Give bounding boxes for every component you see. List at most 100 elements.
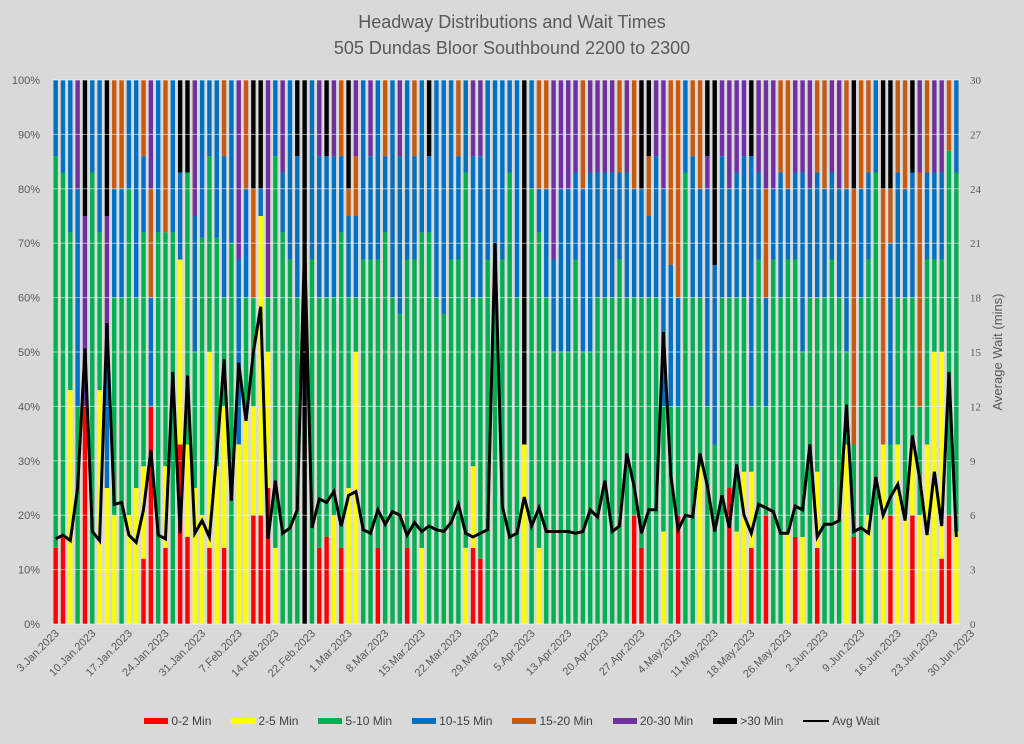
bar-segment-15-20-min (895, 80, 900, 173)
bar-segment-10-15-min (448, 80, 454, 260)
legend-swatch (144, 718, 169, 724)
bar-segment-5-10-min (507, 172, 512, 625)
bar-segment-10-15-min (68, 80, 73, 233)
bar-segment-5-10-min (185, 172, 190, 445)
bar-segment-5-10-min (339, 232, 344, 548)
bar-segment--30-min (426, 80, 432, 157)
bar-segment-10-15-min (749, 156, 754, 407)
bar-stack (617, 80, 622, 624)
bar-segment-2-5-min (932, 352, 937, 624)
bar-segment-15-20-min (690, 80, 695, 157)
bar-segment-5-10-min (749, 406, 754, 472)
bar-segment-5-10-min (463, 172, 468, 548)
bar-segment-20-30-min (734, 80, 739, 173)
bar-segment-5-10-min (771, 259, 776, 624)
y-tick-left: 20% (18, 510, 40, 522)
bar-segment-0-2-min (221, 547, 227, 624)
bar-segment-5-10-min (851, 444, 857, 537)
bar-segment-20-30-min (595, 80, 600, 173)
bar-segment-15-20-min (880, 188, 886, 445)
bar-segment-0-2-min (163, 547, 168, 624)
bar-segment-0-2-min (470, 547, 476, 624)
bar-segment-5-10-min (346, 297, 351, 488)
bar-stack (873, 80, 878, 625)
bar-segment-5-10-min (741, 297, 747, 472)
bar-stack (60, 80, 66, 624)
bar-segment-2-5-min (954, 531, 959, 624)
bar-segment-20-30-min (653, 80, 659, 157)
y-tick-left: 50% (18, 347, 40, 359)
bar-segment-5-10-min (397, 313, 403, 624)
bar-segment-5-10-min (134, 297, 139, 488)
bar-stack (939, 80, 944, 624)
bar-segment-10-15-min (97, 80, 102, 233)
avg-wait-line (55, 243, 958, 546)
bar-segment-2-5-min (185, 444, 190, 537)
legend-swatch (713, 718, 738, 724)
bar-segment-10-15-min (756, 172, 761, 260)
bar-segment-0-2-min (749, 547, 754, 624)
bar-segment-10-15-min (441, 80, 446, 314)
bar-stack (492, 80, 498, 624)
y-tick-right: 9 (970, 456, 976, 468)
bar-segment-5-10-min (361, 259, 366, 624)
bar-segment-2-5-min (895, 444, 900, 624)
bar-segment-10-15-min (221, 156, 227, 298)
bar-segment-10-15-min (588, 172, 593, 352)
bar-segment-5-10-min (309, 259, 315, 624)
bar-segment-15-20-min (163, 80, 168, 233)
bar-stack (551, 80, 556, 624)
bar-segment--30-min (295, 80, 300, 157)
bar-stack (339, 80, 344, 624)
bar-segment-15-20-min (778, 80, 783, 173)
bar-segment-5-10-min (932, 259, 937, 352)
bar-segment-5-10-min (617, 259, 622, 624)
y-tick-left: 90% (18, 129, 40, 141)
bar-segment-2-5-min (419, 547, 424, 624)
bar-segment-10-15-min (573, 172, 578, 260)
bar-segment-10-15-min (778, 172, 783, 298)
legend-item-15-20: 15-20 Min (512, 714, 593, 728)
bar-stack (324, 80, 329, 624)
bar-segment-10-15-min (353, 216, 359, 298)
bar-segment-20-30-min (368, 80, 373, 157)
bar-segment-10-15-min (815, 172, 820, 298)
bar-segment-10-15-min (595, 172, 600, 298)
bar-segment-10-15-min (690, 156, 695, 298)
bar-segment-5-10-min (170, 232, 176, 624)
bar-segment-10-15-min (280, 172, 285, 233)
bar-segment-15-20-min (456, 80, 461, 157)
legend-swatch (318, 718, 343, 724)
bar-segment-2-5-min (265, 352, 271, 488)
bar-segment-20-30-min (551, 80, 556, 260)
bar-segment-15-20-min (353, 156, 359, 216)
bar-segment-15-20-min (917, 172, 922, 407)
bar-segment-15-20-min (346, 188, 351, 216)
bar-segment-5-10-min (844, 352, 849, 445)
bar-segment-2-5-min (353, 352, 359, 624)
bar-segment-10-15-min (793, 172, 798, 260)
legend-swatch (231, 718, 256, 724)
bar-segment-2-5-min (192, 488, 197, 624)
bar-segment-5-10-min (580, 352, 586, 624)
bar-segment-10-15-min (617, 172, 622, 260)
bar-segment-10-15-min (258, 188, 263, 216)
bar-segment-0-2-min (793, 536, 798, 624)
bar-segment-10-15-min (404, 80, 410, 260)
bar-segment-10-15-min (771, 188, 776, 260)
bar-segment-10-15-min (536, 188, 542, 233)
bar-segment-15-20-min (646, 156, 651, 216)
bar-segment-2-5-min (536, 547, 542, 624)
bar-segment-20-30-min (917, 80, 922, 173)
bar-stack (353, 80, 359, 624)
legend-line-swatch (803, 720, 830, 722)
bar-segment-5-10-min (141, 232, 146, 467)
chart-legend: 0-2 Min 2-5 Min 5-10 Min 10-15 Min 15-20… (0, 714, 1024, 728)
bar-segment-0-2-min (939, 558, 944, 624)
bar-stack (829, 80, 835, 624)
bar-segment-2-5-min (734, 531, 739, 624)
bar-stack (485, 80, 490, 624)
bar-segment-0-2-min (185, 536, 190, 624)
bar-segment-10-15-min (470, 156, 476, 298)
bar-segment--30-min (910, 80, 915, 173)
